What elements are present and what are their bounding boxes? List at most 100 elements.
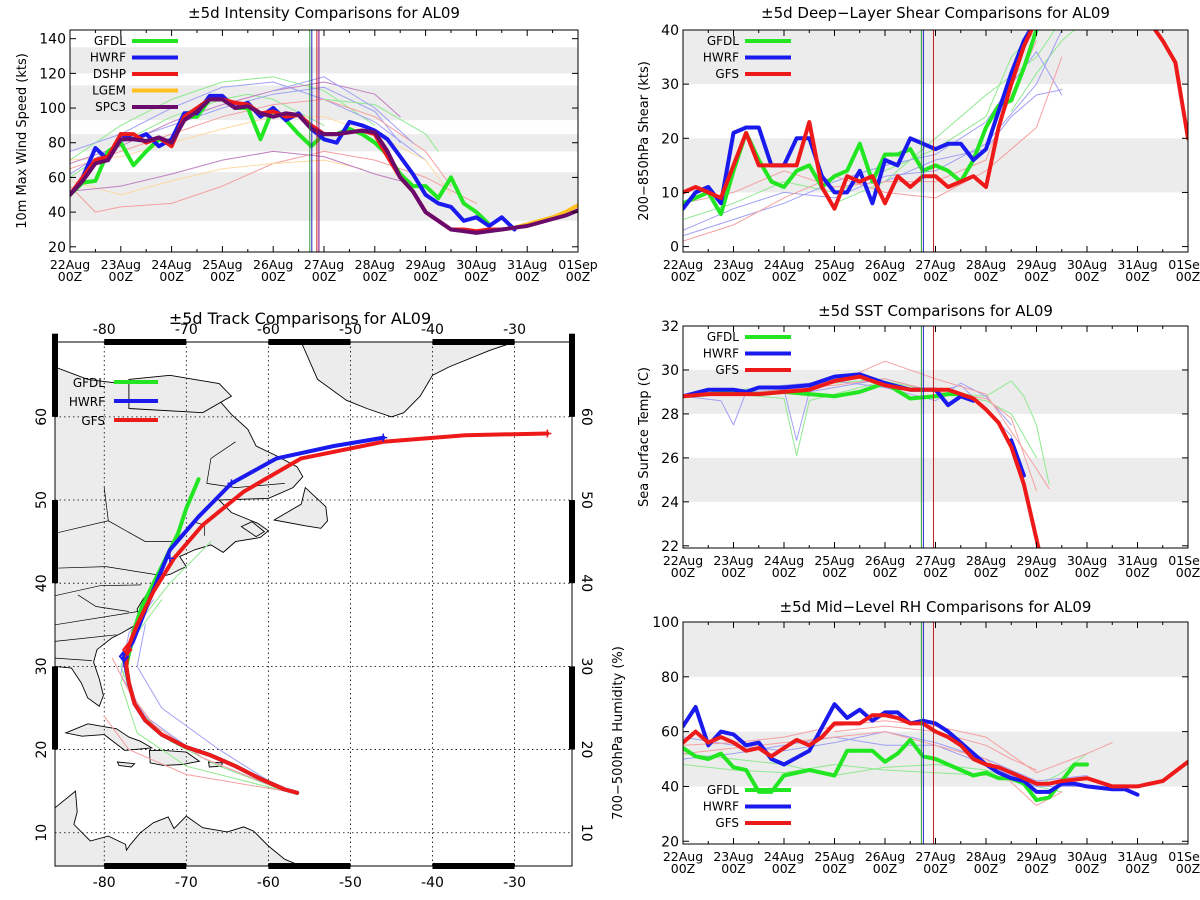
scale-bar-segment	[104, 863, 187, 869]
border-line	[77, 594, 129, 612]
latitude-label: 20	[578, 741, 594, 759]
y-tick-label: 30	[661, 363, 679, 379]
x-tick-hour-label: 00Z	[873, 861, 897, 876]
ensemble-member-line	[683, 30, 1063, 231]
x-tick-hour-label: 00Z	[312, 269, 336, 284]
y-tick-label: 26	[661, 451, 679, 467]
plot-area	[683, 30, 1188, 242]
rh-chart: 2040608010022Aug00Z23Aug00Z24Aug00Z25Aug…	[611, 598, 1200, 876]
legend-label: GFS	[715, 363, 739, 377]
x-tick-date-label: 31Aug	[1117, 257, 1157, 272]
longitude-label: -80	[93, 322, 116, 338]
longitude-label: -50	[339, 875, 362, 891]
x-tick-hour-label: 00Z	[1024, 861, 1048, 876]
y-tick-label: 80	[48, 136, 66, 152]
latitude-label: 60	[578, 408, 594, 426]
latitude-label: 30	[34, 657, 50, 675]
x-tick-date-label: 26Aug	[865, 257, 905, 272]
ensemble-member-line	[70, 150, 477, 213]
legend-label: HWRF	[703, 347, 739, 361]
plot-area	[683, 702, 1188, 807]
x-tick-date-label: 25Aug	[814, 849, 854, 864]
x-tick-date-label: 25Aug	[814, 553, 854, 568]
x-tick-hour-label: 00Z	[566, 269, 590, 284]
series-hwrf-late-line	[1009, 438, 1026, 478]
track-plus-marker	[227, 479, 236, 488]
y-tick-label: 32	[661, 319, 679, 335]
y-tick-label: 0	[670, 240, 679, 256]
x-tick-hour-label: 00Z	[974, 861, 998, 876]
x-tick-date-label: 31Aug	[507, 257, 547, 272]
ensemble-member-line	[70, 98, 452, 187]
x-tick-date-label: 29Aug	[405, 257, 445, 272]
x-tick-hour-label: 00Z	[822, 565, 846, 580]
plot-area	[70, 76, 578, 235]
legend-label: GFS	[715, 816, 739, 830]
x-tick-hour-label: 00Z	[1125, 861, 1149, 876]
ensemble-track-line	[120, 599, 286, 792]
x-tick-hour-label: 00Z	[772, 565, 796, 580]
y-tick-label: 40	[661, 23, 679, 39]
gray-band	[70, 134, 578, 152]
x-tick-date-label: 23Aug	[713, 553, 753, 568]
series-hwrf-line	[683, 372, 976, 408]
x-tick-hour-label: 00Z	[772, 269, 796, 284]
x-tick-hour-label: 00Z	[721, 861, 745, 876]
intensity-chart: 2040608010012014022Aug00Z23Aug00Z24Aug00…	[15, 4, 598, 284]
ensemble-member-line	[683, 56, 1063, 242]
x-tick-date-label: 31Aug	[1117, 849, 1157, 864]
legend-label: HWRF	[90, 51, 126, 65]
x-tick-date-label: 22Aug	[663, 257, 703, 272]
plot-frame	[682, 325, 1189, 549]
x-tick-date-label: 01Sep	[1168, 849, 1200, 864]
x-tick-hour-label: 00Z	[58, 269, 82, 284]
y-tick-label: 24	[661, 495, 679, 511]
series-spc3-line	[70, 97, 578, 235]
y-axis-label: 10m Max Wind Speed (kts)	[15, 53, 30, 229]
track-diamond-marker	[121, 643, 133, 657]
x-tick-hour-label: 00Z	[363, 269, 387, 284]
x-tick-date-label: 23Aug	[713, 257, 753, 272]
gray-band	[70, 172, 578, 221]
chart-title: ±5d Intensity Comparisons for AL09	[188, 4, 460, 22]
series-gfs-line	[683, 713, 1188, 789]
longitude-label: -30	[503, 875, 526, 891]
y-tick-label: 140	[39, 32, 66, 48]
landmass	[300, 342, 515, 418]
y-tick-label: 20	[661, 834, 679, 850]
border-line	[55, 634, 117, 642]
latitude-label: 40	[578, 574, 594, 592]
x-tick-hour-label: 00Z	[210, 269, 234, 284]
x-tick-date-label: 24Aug	[764, 553, 804, 568]
landmass	[116, 761, 136, 768]
track-plus-marker	[379, 433, 388, 442]
legend-label: GFS	[81, 414, 105, 428]
longitude-label: -70	[175, 322, 198, 338]
x-tick-hour-label: 00Z	[721, 565, 745, 580]
y-tick-label: 60	[48, 170, 66, 186]
x-tick-hour-label: 00Z	[873, 565, 897, 580]
scale-bar-segment	[569, 500, 575, 584]
border-line	[103, 487, 109, 521]
x-tick-date-label: 24Aug	[151, 257, 191, 272]
x-tick-date-label: 30Aug	[1067, 257, 1107, 272]
x-tick-date-label: 27Aug	[915, 553, 955, 568]
x-tick-date-label: 22Aug	[663, 553, 703, 568]
x-tick-hour-label: 00Z	[1075, 861, 1099, 876]
border-line	[55, 584, 142, 597]
landmass	[272, 486, 328, 529]
gray-band	[683, 622, 1188, 677]
y-tick-label: 22	[661, 539, 679, 555]
ensemble-member-line	[70, 150, 401, 192]
x-tick-hour-label: 00Z	[1125, 269, 1149, 284]
ensemble-member-line	[272, 76, 414, 144]
y-tick-label: 10	[661, 185, 679, 201]
plot-area	[683, 360, 1050, 548]
scale-bar-segment	[52, 500, 58, 584]
ensemble-member-line	[70, 159, 363, 196]
y-tick-label: 30	[661, 77, 679, 93]
x-tick-hour-label: 00Z	[261, 269, 285, 284]
chart-title: ±5d Mid−Level RH Comparisons for AL09	[780, 598, 1092, 616]
longitude-label: -60	[257, 322, 280, 338]
x-tick-date-label: 28Aug	[355, 257, 395, 272]
